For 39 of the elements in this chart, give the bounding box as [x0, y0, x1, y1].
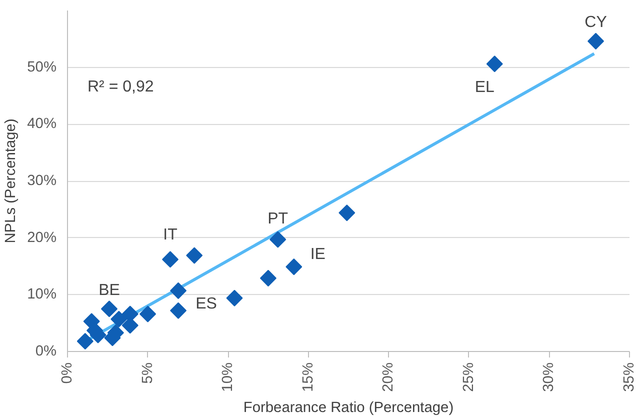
point — [140, 306, 156, 322]
x-tick-label: 30% — [541, 362, 558, 392]
y-tick-label: 10% — [27, 286, 57, 303]
point — [170, 282, 187, 299]
annotation: IE — [310, 246, 326, 263]
point — [170, 302, 187, 319]
y-axis-title: NPLs (Percentage) — [3, 118, 20, 244]
point — [110, 310, 128, 328]
x-tick-label: 0% — [60, 362, 76, 384]
point — [226, 290, 243, 306]
point — [588, 32, 604, 50]
x-tick-label: 15% — [300, 362, 316, 392]
annotation: R² = 0,92 — [88, 78, 154, 96]
point — [100, 300, 118, 318]
y-tick-label: 30% — [27, 173, 57, 189]
annotation: ES — [196, 296, 217, 313]
x-tick-label: 5% — [140, 362, 156, 384]
x-axis-title: Forbearance Ratio (Percentage) — [243, 400, 454, 416]
y-tick-label: 50% — [27, 59, 57, 76]
y-tick-label: 40% — [27, 116, 57, 132]
y-tick-label: 0% — [35, 344, 57, 360]
annotation: PT — [268, 210, 288, 228]
point — [260, 270, 276, 286]
y-tick-label: 20% — [27, 230, 57, 246]
annotation: IT — [163, 226, 178, 244]
x-tick-label: 20% — [380, 362, 397, 392]
point — [338, 204, 356, 222]
point — [162, 251, 179, 268]
point — [270, 231, 286, 248]
x-tick-label: 10% — [220, 362, 236, 392]
x-tick-label: 25% — [460, 362, 477, 392]
annotation: EL — [474, 78, 495, 96]
point — [286, 258, 302, 276]
point — [486, 56, 503, 72]
annotation: CY — [584, 14, 608, 32]
annotation: BE — [98, 282, 120, 299]
x-tick-label: 35% — [622, 362, 638, 392]
point — [186, 247, 203, 264]
point — [76, 332, 94, 350]
